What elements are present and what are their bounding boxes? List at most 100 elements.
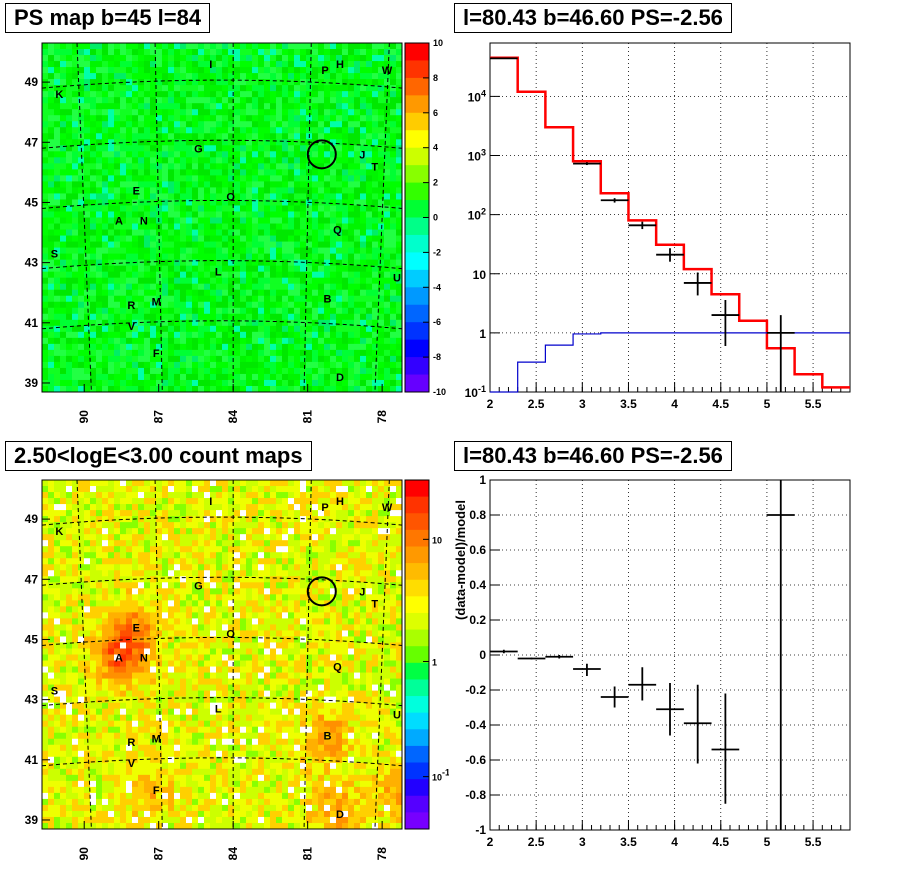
source-label: Q bbox=[333, 225, 342, 237]
colorbar-tick-label: -6 bbox=[433, 317, 441, 327]
count-map-panel: 9087848178494745434139IPHWKGJTEOANQXSLUB… bbox=[25, 479, 449, 861]
source-label: L bbox=[215, 704, 222, 716]
source-label: P bbox=[321, 65, 328, 77]
x-tick-label: 3 bbox=[579, 397, 586, 411]
source-label: S bbox=[51, 686, 58, 698]
data-point bbox=[656, 248, 684, 262]
colorbar-tick-label: 4 bbox=[433, 143, 438, 153]
residual-title: l=80.43 b=46.60 PS=-2.56 bbox=[454, 441, 732, 471]
x-tick-label: 3.5 bbox=[620, 397, 637, 411]
source-label: F bbox=[153, 785, 160, 797]
y-axis-label: (data-model)/model bbox=[453, 500, 468, 620]
map-frame bbox=[41, 42, 403, 393]
x-tick-label: 2.5 bbox=[528, 835, 545, 849]
plot-frame bbox=[489, 42, 851, 393]
x-tick-label: 5.5 bbox=[805, 835, 822, 849]
data-point bbox=[600, 686, 629, 708]
y-tick-label: 43 bbox=[25, 693, 39, 707]
y-tick-label: 41 bbox=[25, 316, 39, 330]
ps-map-panel: 9087848178494745434139IPHWKGJTEOANQXSLUB… bbox=[25, 38, 446, 424]
x-tick-label: 5 bbox=[764, 397, 771, 411]
source-label: R bbox=[127, 737, 135, 749]
x-tick-label: 90 bbox=[77, 410, 91, 424]
colorbar: 10 1 10-1 bbox=[405, 480, 449, 830]
colorbar-tick-label: 10 bbox=[433, 38, 443, 48]
x-tick-label: 87 bbox=[152, 847, 166, 861]
x-tick-label: 78 bbox=[375, 847, 389, 861]
spectrum-title: l=80.43 b=46.60 PS=-2.56 bbox=[454, 3, 732, 33]
data-point bbox=[683, 684, 712, 764]
y-tick-label: 1 bbox=[479, 327, 486, 341]
source-label: U bbox=[393, 710, 401, 722]
y-tick-label: 43 bbox=[25, 256, 39, 270]
grid bbox=[489, 479, 850, 831]
source-label: V bbox=[128, 758, 136, 770]
residual-panel: 2 2.5 3 3.5 4 4.5 5 5.5 1 0.8 0.6 0.4 0.2 0 -0.2 -0.4 -0… bbox=[453, 473, 851, 849]
y-tick-label: 0.8 bbox=[469, 508, 486, 522]
model-histogram bbox=[490, 56, 850, 389]
y-tick-label: 0.2 bbox=[469, 613, 486, 627]
data-point bbox=[545, 655, 574, 659]
source-label: V bbox=[128, 321, 136, 333]
data-point bbox=[490, 649, 518, 654]
source-label: T bbox=[371, 161, 378, 173]
source-label: F bbox=[153, 348, 160, 360]
source-label: E bbox=[133, 622, 140, 634]
x-tick-label: 4 bbox=[671, 397, 678, 411]
y-tick-label: 103 bbox=[468, 148, 486, 164]
x-tick-label: 5.5 bbox=[805, 397, 822, 411]
x-tick-label: 81 bbox=[301, 410, 315, 424]
source-label: M bbox=[152, 297, 161, 309]
source-label: H bbox=[336, 59, 344, 71]
source-label: O bbox=[226, 628, 235, 640]
source-label: U bbox=[393, 273, 401, 285]
data-point bbox=[766, 480, 795, 830]
source-label: W bbox=[382, 502, 393, 514]
y-tick-label: 47 bbox=[25, 135, 39, 149]
x-tick-label: 81 bbox=[301, 847, 315, 861]
y-tick-label: 0.4 bbox=[469, 578, 486, 592]
source-label: B bbox=[324, 294, 332, 306]
x-tick-label: 84 bbox=[226, 847, 240, 861]
source-label: K bbox=[55, 89, 63, 101]
colorbar-tick-label: 1 bbox=[432, 657, 437, 667]
spectrum-panel: 2 2.5 3 3.5 4 4.5 5 5.5 10-1 1 10 102 103 104 bbox=[465, 42, 851, 411]
x-tick-label: 4 bbox=[671, 835, 678, 849]
y-tick-label: 10-1 bbox=[465, 384, 486, 400]
background-histogram bbox=[490, 332, 850, 393]
x-tick-label: 3 bbox=[579, 835, 586, 849]
data-point bbox=[711, 693, 740, 804]
y-tick-label: 49 bbox=[25, 512, 39, 526]
source-label: O bbox=[226, 191, 235, 203]
colorbar-tick-label: 6 bbox=[433, 108, 438, 118]
x-tick-label: 78 bbox=[375, 410, 389, 424]
y-tick-label: 41 bbox=[25, 753, 39, 767]
source-label: S bbox=[51, 249, 58, 261]
y-tick-label: 1 bbox=[479, 473, 486, 487]
position-marker bbox=[306, 139, 337, 170]
data-point bbox=[656, 683, 684, 736]
position-marker bbox=[306, 576, 337, 607]
y-tick-label: 45 bbox=[25, 195, 39, 209]
source-label: N bbox=[140, 653, 148, 665]
source-label: M bbox=[152, 734, 161, 746]
y-tick-label: 0 bbox=[479, 648, 486, 662]
x-tick-label: 5 bbox=[764, 835, 771, 849]
data-point bbox=[628, 221, 657, 230]
source-label: L bbox=[215, 267, 222, 279]
colorbar-frame bbox=[404, 479, 430, 830]
colorbar-frame bbox=[404, 42, 430, 393]
x-tick-label: 2.5 bbox=[528, 397, 545, 411]
source-label: J bbox=[359, 149, 365, 161]
data-point bbox=[573, 663, 601, 676]
colorbar-tick-label: -4 bbox=[433, 282, 441, 292]
y-tick-label: 39 bbox=[25, 813, 39, 827]
source-label: Q bbox=[333, 662, 342, 674]
source-label: D bbox=[336, 372, 344, 384]
source-label: G bbox=[194, 143, 203, 155]
colorbar-tick-label: -2 bbox=[433, 247, 441, 257]
map-cells bbox=[42, 43, 403, 393]
y-tick-label: -0.6 bbox=[465, 753, 486, 767]
x-tick-label: 87 bbox=[152, 410, 166, 424]
colorbar-tick-label: -10 bbox=[433, 387, 446, 397]
